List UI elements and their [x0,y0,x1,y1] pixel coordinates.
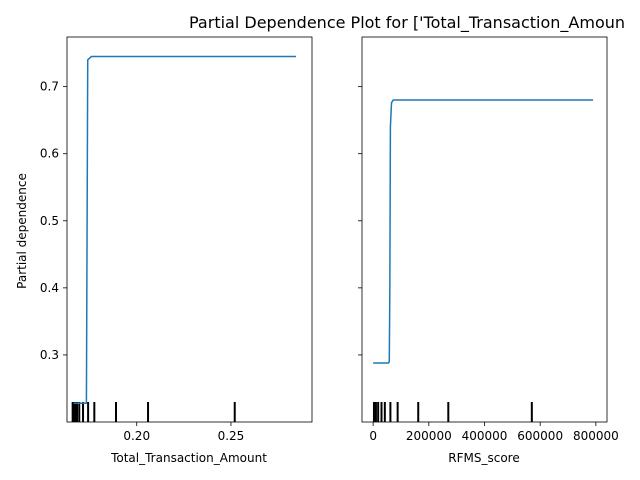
y-axis-label: Partial dependence [15,173,29,289]
figure-title: Partial Dependence Plot for ['Total_Tran… [189,13,625,33]
x-tick-label: 600000 [517,429,563,443]
x-tick-label: 0 [369,429,377,443]
x-tick-label: 0.20 [123,429,150,443]
pd-line [73,55,296,404]
y-tick-label: 0.7 [40,80,59,94]
axes-frame [66,36,313,423]
panel-total-transaction-amount: 0.20 0.25 0.3 0.4 0.5 0.6 0.7 [40,36,313,443]
y-tick-label: 0.4 [40,281,59,295]
y-tick-label: 0.5 [40,214,59,228]
y-tick-label: 0.6 [40,147,59,161]
x-tick-label: 400000 [462,429,508,443]
x-tick-label: 0.25 [218,429,245,443]
y-tick-label: 0.3 [40,348,59,362]
x-tick-label: 800000 [573,429,619,443]
x-axis-label-left: Total_Transaction_Amount [110,451,267,465]
x-tick-label: 200000 [406,429,452,443]
x-axis-label-right: RFMS_score [448,451,519,465]
pd-line [373,99,594,364]
panel-rfms-score: 0 200000 400000 600000 800000 [358,36,619,443]
